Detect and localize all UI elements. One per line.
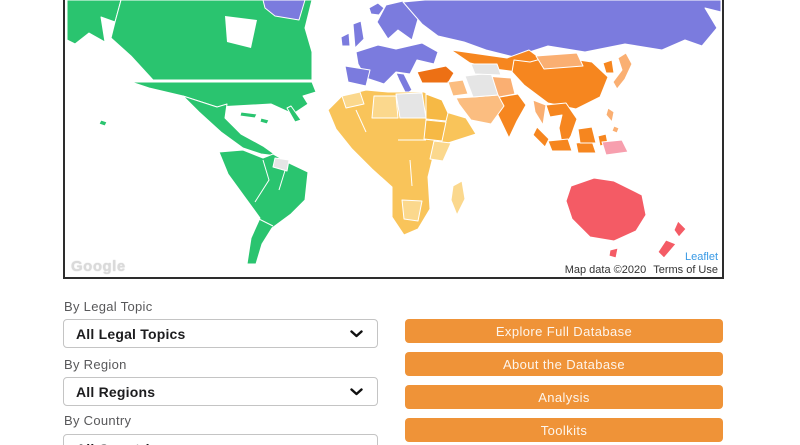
chevron-down-icon [350, 329, 363, 338]
country[interactable] [532, 99, 547, 126]
country[interactable] [601, 139, 629, 156]
legal-topic-select[interactable]: All Legal Topics [63, 319, 378, 348]
country[interactable] [470, 63, 502, 76]
country-select[interactable]: All Countries [63, 434, 378, 445]
country[interactable] [402, 0, 722, 58]
map-region-africa-light[interactable] [341, 91, 466, 222]
country[interactable] [608, 247, 619, 259]
country[interactable] [605, 107, 615, 123]
country[interactable] [401, 199, 423, 222]
toolkits-button[interactable]: Toolkits [405, 418, 723, 442]
world-map-svg [66, 0, 722, 265]
country[interactable] [532, 126, 550, 148]
country[interactable] [429, 140, 452, 162]
country[interactable] [286, 105, 302, 123]
country[interactable] [565, 177, 647, 242]
world-map[interactable]: Google Leaflet Map data ©2020 Terms of Us… [63, 0, 724, 279]
ocean-notch [225, 16, 257, 48]
country[interactable] [98, 119, 108, 127]
country[interactable] [577, 126, 597, 144]
country[interactable] [376, 0, 419, 41]
google-watermark: Google [71, 258, 126, 275]
country[interactable] [425, 93, 449, 122]
country[interactable] [447, 79, 469, 97]
country[interactable] [673, 220, 687, 238]
leaflet-link[interactable]: Leaflet [684, 251, 718, 263]
country[interactable] [239, 111, 258, 119]
country-borders [355, 109, 426, 187]
map-data-text: Map data ©2020 [564, 264, 647, 276]
map-attribution: Leaflet Map data ©2020 Terms of Use [565, 251, 718, 277]
country[interactable] [341, 91, 365, 109]
country[interactable] [259, 117, 270, 125]
country-select-value: All Countries [76, 441, 166, 445]
map-region-turkey[interactable] [416, 65, 455, 84]
terms-of-use-link[interactable]: Terms of Use [653, 264, 718, 276]
map-region-middle-east[interactable] [447, 79, 505, 125]
map-region-oceania[interactable] [565, 177, 687, 259]
map-region-png[interactable] [601, 139, 629, 156]
country[interactable] [262, 0, 306, 21]
country[interactable] [110, 0, 313, 81]
map-region-asia[interactable] [450, 49, 615, 154]
legal-topic-select-value: All Legal Topics [76, 325, 186, 342]
country-label: By Country [64, 413, 132, 428]
country[interactable] [371, 95, 399, 119]
map-region-africa-deep[interactable] [423, 93, 449, 142]
about-the-database-button[interactable]: About the Database [405, 352, 723, 376]
country[interactable] [547, 138, 573, 152]
analysis-button[interactable]: Analysis [405, 385, 723, 409]
region-select-value: All Regions [76, 383, 156, 400]
explore-full-database-button[interactable]: Explore Full Database [405, 319, 723, 343]
country[interactable] [368, 2, 385, 16]
country[interactable] [450, 180, 466, 216]
map-region-europe[interactable] [262, 0, 722, 95]
country[interactable] [423, 119, 447, 142]
map-region-no-data[interactable] [272, 63, 502, 172]
country[interactable] [395, 92, 427, 119]
country[interactable] [352, 20, 365, 49]
country[interactable] [657, 239, 677, 259]
country[interactable] [218, 149, 309, 265]
region-label: By Region [64, 357, 127, 372]
region-select[interactable]: All Regions [63, 377, 378, 406]
country[interactable] [182, 95, 278, 157]
country[interactable] [602, 59, 615, 74]
country[interactable] [535, 52, 584, 70]
chevron-down-icon [350, 387, 363, 396]
country[interactable] [340, 32, 351, 47]
country[interactable] [395, 72, 413, 95]
country[interactable] [612, 52, 633, 90]
country[interactable] [416, 65, 455, 84]
legal-topic-label: By Legal Topic [64, 299, 153, 314]
country[interactable] [272, 157, 290, 172]
country[interactable] [611, 125, 620, 134]
country[interactable] [344, 65, 371, 87]
map-region-americas[interactable] [66, 0, 317, 265]
